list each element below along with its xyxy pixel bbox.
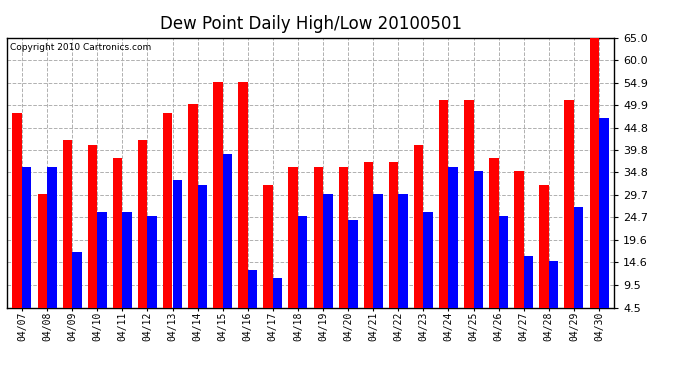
Bar [264, 185, 273, 328]
Bar [564, 100, 574, 328]
Bar [549, 261, 558, 328]
Bar [339, 167, 348, 328]
Bar [414, 145, 424, 328]
Bar [364, 162, 373, 328]
Bar [348, 220, 357, 328]
Bar [12, 113, 22, 328]
Bar [514, 171, 524, 328]
Bar [524, 256, 533, 328]
Bar [464, 100, 473, 328]
Bar [97, 211, 107, 328]
Bar [599, 118, 609, 328]
Bar [88, 145, 97, 328]
Bar [473, 171, 483, 328]
Bar [398, 194, 408, 328]
Bar [112, 158, 122, 328]
Bar [574, 207, 584, 328]
Bar [448, 167, 458, 328]
Bar [47, 167, 57, 328]
Bar [37, 194, 47, 328]
Bar [122, 211, 132, 328]
Bar [148, 216, 157, 328]
Bar [213, 82, 223, 328]
Bar [63, 140, 72, 328]
Bar [540, 185, 549, 328]
Text: Copyright 2010 Cartronics.com: Copyright 2010 Cartronics.com [10, 43, 151, 52]
Bar [439, 100, 449, 328]
Bar [313, 167, 323, 328]
Bar [499, 216, 509, 328]
Bar [489, 158, 499, 328]
Bar [72, 252, 81, 328]
Bar [138, 140, 148, 328]
Bar [172, 180, 182, 328]
Bar [22, 167, 32, 328]
Bar [388, 162, 398, 328]
Text: Dew Point Daily High/Low 20100501: Dew Point Daily High/Low 20100501 [159, 15, 462, 33]
Bar [223, 153, 233, 328]
Bar [288, 167, 298, 328]
Bar [188, 105, 197, 328]
Bar [163, 113, 172, 328]
Bar [373, 194, 383, 328]
Bar [298, 216, 308, 328]
Bar [197, 185, 207, 328]
Bar [323, 194, 333, 328]
Bar [589, 38, 599, 328]
Bar [248, 270, 257, 328]
Bar [273, 279, 282, 328]
Bar [424, 211, 433, 328]
Bar [238, 82, 248, 328]
